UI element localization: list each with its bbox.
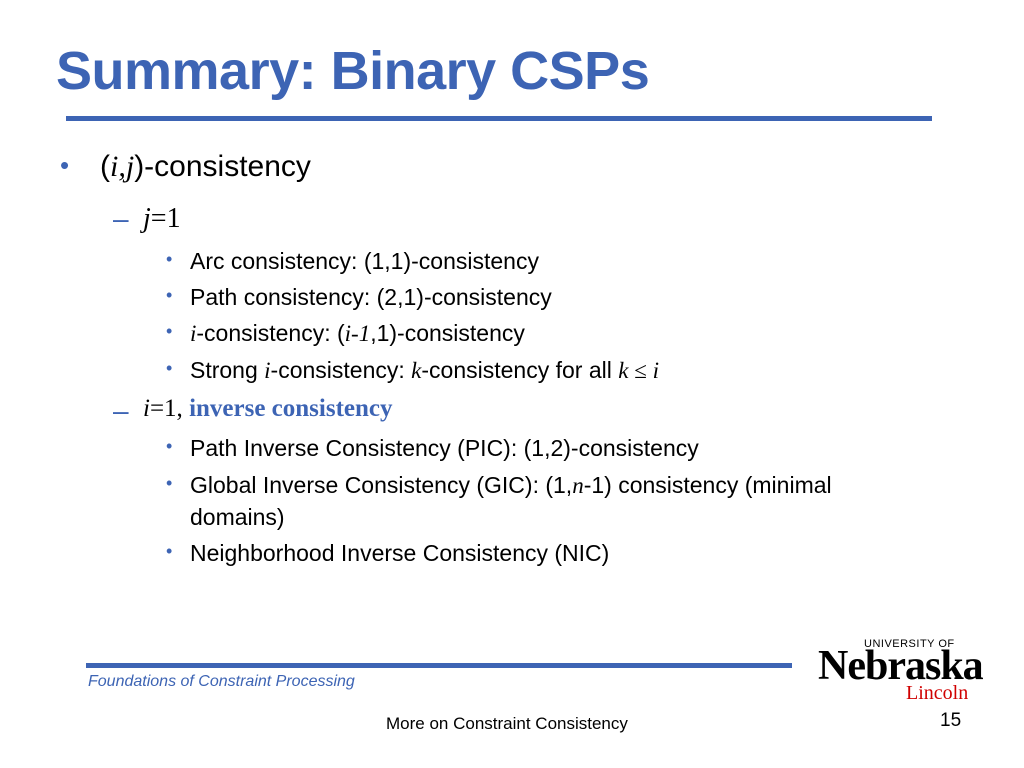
bullet-dot-icon: • [166, 541, 173, 561]
bullet-dot-icon: • [166, 436, 173, 456]
logo-campus-text: Lincoln [906, 682, 969, 704]
footer-rule [86, 663, 792, 668]
bullet-dot-icon: • [166, 285, 173, 305]
logo-name-text: Nebraska [818, 643, 984, 689]
title-rule [66, 116, 932, 121]
footer-lecture-title: More on Constraint Consistency [386, 714, 628, 733]
slide-title: Summary: Binary CSPs [56, 41, 650, 101]
university-logo: UNIVERSITY OF Nebraska Lincoln [818, 638, 984, 704]
bullet-dot-icon: • [166, 358, 173, 378]
page-number: 15 [940, 710, 962, 731]
dash-icon: – [113, 395, 129, 426]
footer-course-title: Foundations of Constraint Processing [88, 673, 355, 690]
bullet-dot-icon: • [166, 249, 173, 269]
bullet-dot-icon: • [166, 321, 173, 341]
logo-university-text: UNIVERSITY OF [864, 638, 955, 650]
bullet-dot-icon: • [166, 473, 173, 493]
bullet-dot-icon: • [60, 150, 70, 180]
dash-icon: – [113, 203, 129, 234]
